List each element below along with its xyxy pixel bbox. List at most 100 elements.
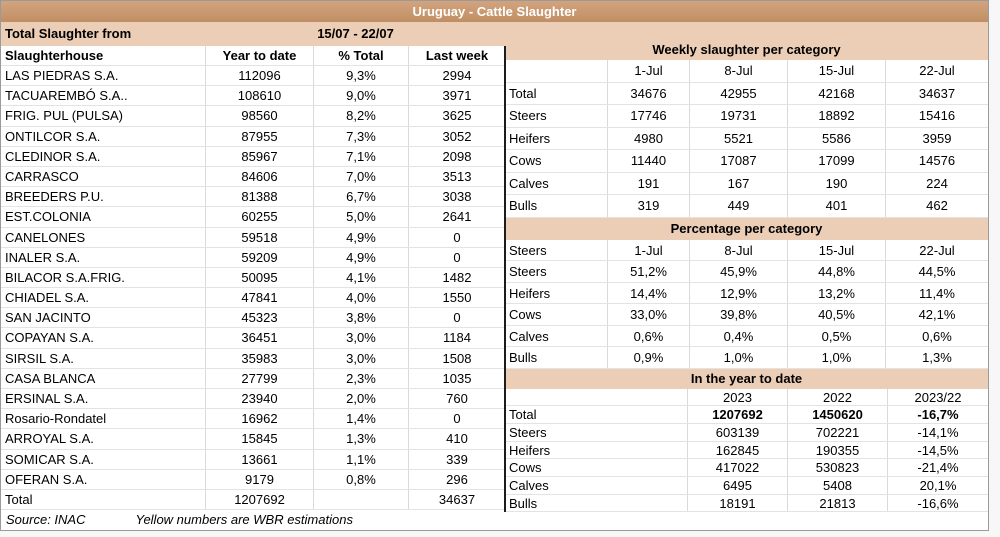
ytd-row-cell: -16,7% — [917, 407, 959, 423]
slaughterhouse-row-cell: CARRASCO — [1, 166, 206, 187]
percentage-row-cell: 45,9% — [690, 261, 788, 282]
weekly-row-cell: 34676 — [608, 82, 690, 104]
percentage-col-1jul: 1-Jul — [608, 239, 690, 260]
ytd-row-cell: Total — [505, 406, 688, 423]
slaughterhouse-row-cell: 27799 — [206, 368, 314, 388]
weekly-row-cell: 42955 — [690, 82, 788, 104]
ytd-row-cell: 417022 — [688, 459, 788, 476]
slaughterhouse-row-cell: 98560 — [206, 106, 314, 126]
slaughterhouse-row: SIRSIL S.A. 35983 3,0% 1508 — [1, 348, 505, 369]
percentage-row-cell: Bulls — [505, 347, 608, 368]
estimations-note: Yellow numbers are WBR estimations — [135, 511, 353, 527]
slaughterhouse-row-cell: 108610 — [206, 86, 314, 106]
total-label: Total — [1, 489, 206, 509]
slaughterhouse-row-cell: ERSINAL S.A. — [1, 389, 206, 409]
ytd-row-cell: 5408 — [788, 476, 888, 494]
source-row: Source: INAC Yellow numbers are WBR esti… — [1, 510, 505, 529]
slaughterhouse-row-cell: 7,0% — [314, 166, 409, 187]
weekly-row-cell: 191 — [608, 172, 690, 194]
slaughterhouse-row-cell: LAS PIEDRAS S.A. — [1, 66, 206, 86]
percentage-section-title: Percentage per category — [670, 220, 823, 236]
slaughterhouse-row-cell: 1,4% — [314, 409, 409, 429]
weekly-row-cell: 17746 — [608, 105, 690, 127]
total-last-week: 34637 — [438, 491, 476, 507]
slaughterhouse-row-cell: 2,0% — [314, 389, 409, 409]
slaughterhouse-row-cell: 7,3% — [314, 126, 409, 146]
percentage-row-cell: 0,5% — [788, 325, 886, 346]
weekly-row-cell: 19731 — [690, 105, 788, 127]
slaughterhouse-row-cell: ARROYAL S.A. — [1, 429, 206, 449]
weekly-row-cell: 42168 — [788, 82, 886, 104]
weekly-row-cell: 17087 — [690, 150, 788, 172]
slaughterhouse-row-cell: 1035 — [442, 370, 472, 386]
slaughterhouse-row-cell: 8,2% — [314, 106, 409, 126]
percentage-row-cell: 0,6% — [922, 328, 952, 344]
slaughterhouse-row: Rosario-Rondatel 16962 1,4% 0 — [1, 409, 505, 430]
slaughterhouse-row-cell: 4,9% — [314, 247, 409, 267]
slaughterhouse-row-cell: 3038 — [442, 189, 472, 205]
percentage-row: Bulls 0,9% 1,0% 1,0% 1,3% — [505, 347, 988, 369]
percentage-row-cell: 0,6% — [608, 325, 690, 346]
ytd-row-cell: Steers — [505, 423, 688, 441]
percentage-row-cell: 12,9% — [690, 282, 788, 303]
slaughterhouse-row-cell: 2641 — [442, 209, 472, 225]
percentage-row: Cows 33,0% 39,8% 40,5% 42,1% — [505, 304, 988, 326]
percentage-row: Heifers 14,4% 12,9% 13,2% 11,4% — [505, 282, 988, 304]
slaughterhouse-row-cell: 9179 — [206, 469, 314, 489]
weekly-header-row: 1-Jul 8-Jul 15-Jul 22-Jul — [505, 60, 988, 83]
weekly-row-cell: Total — [505, 82, 608, 104]
slaughterhouse-row-cell: 1,3% — [314, 429, 409, 449]
slaughterhouse-row-cell: 2,3% — [314, 368, 409, 388]
slaughterhouse-row: CHIADEL S.A. 47841 4,0% 1550 — [1, 288, 505, 309]
slaughterhouse-row-cell: CASA BLANCA — [1, 368, 206, 388]
slaughterhouse-row-cell: CLEDINOR S.A. — [1, 146, 206, 166]
slaughterhouse-row-cell: BREEDERS P.U. — [1, 187, 206, 207]
slaughterhouse-row-cell: 3,8% — [314, 308, 409, 328]
report-content: Total Slaughter from 15/07 - 22/07 Slaug… — [1, 22, 988, 529]
slaughterhouse-row: CARRASCO 84606 7,0% 3513 — [1, 166, 505, 188]
ytd-row-cell: 18191 — [688, 494, 788, 512]
ytd-row-cell: -21,4% — [917, 460, 959, 476]
slaughterhouse-row-cell: 13661 — [206, 449, 314, 469]
slaughterhouse-header-row: Slaughterhouse Year to date % Total Last… — [1, 46, 505, 66]
ytd-row-cell: Calves — [505, 476, 688, 494]
weekly-row: Steers 17746 19731 18892 15416 — [505, 105, 988, 128]
slaughterhouse-row-cell: 5,0% — [314, 207, 409, 227]
ytd-row: Cows 417022 530823 -21,4% — [505, 459, 988, 477]
ytd-row-cell: 6495 — [688, 476, 788, 494]
slaughterhouse-row: BREEDERS P.U. 81388 6,7% 3038 — [1, 187, 505, 208]
slaughterhouse-row-cell: 9,0% — [314, 86, 409, 106]
slaughterhouse-row-cell: 59209 — [206, 247, 314, 267]
ytd-section-header: In the year to date — [505, 368, 988, 389]
ytd-row-cell: -16,6% — [917, 495, 959, 511]
weekly-col-1jul: 1-Jul — [608, 60, 690, 82]
slaughterhouse-row: FRIG. PUL (PULSA) 98560 8,2% 3625 — [1, 106, 505, 127]
weekly-row: Calves 191 167 190 224 — [505, 172, 988, 195]
weekly-row-cell: 4980 — [608, 127, 690, 149]
weekly-section-title: Weekly slaughter per category — [652, 42, 841, 57]
category-panel: Weekly slaughter per category 1-Jul 8-Ju… — [505, 22, 988, 529]
percentage-row-cell: 40,5% — [788, 304, 886, 325]
slaughterhouse-row: EST.COLONIA 60255 5,0% 2641 — [1, 207, 505, 228]
slaughterhouse-row-cell: 35983 — [206, 348, 314, 368]
weekly-row-cell: 18892 — [788, 105, 886, 127]
slaughterhouse-row: INALER S.A. 59209 4,9% 0 — [1, 247, 505, 268]
period-row: Total Slaughter from 15/07 - 22/07 — [1, 22, 505, 46]
slaughterhouse-row-cell: 3052 — [442, 128, 472, 144]
slaughterhouse-row-cell: 296 — [446, 471, 468, 487]
percentage-row-cell: 13,2% — [788, 282, 886, 303]
ytd-row-cell: 1207692 — [688, 406, 788, 423]
slaughterhouse-row: CLEDINOR S.A. 85967 7,1% 2098 — [1, 146, 505, 167]
ytd-row-cell: Bulls — [505, 494, 688, 512]
weekly-section-header: Weekly slaughter per category — [505, 22, 988, 60]
slaughterhouse-row-cell: 4,1% — [314, 267, 409, 288]
percentage-col-22jul: 22-Jul — [919, 242, 955, 258]
percentage-row-cell: 1,0% — [788, 347, 886, 368]
slaughterhouse-row: CASA BLANCA 27799 2,3% 1035 — [1, 368, 505, 389]
ytd-col-2022: 2022 — [788, 388, 888, 406]
weekly-col-22jul: 22-Jul — [919, 63, 955, 78]
percentage-row-cell: 0,9% — [608, 347, 690, 368]
slaughterhouse-row-cell: 47841 — [206, 288, 314, 308]
col-header-slaughterhouse: Slaughterhouse — [1, 46, 206, 65]
weekly-row-cell: 224 — [926, 175, 948, 191]
